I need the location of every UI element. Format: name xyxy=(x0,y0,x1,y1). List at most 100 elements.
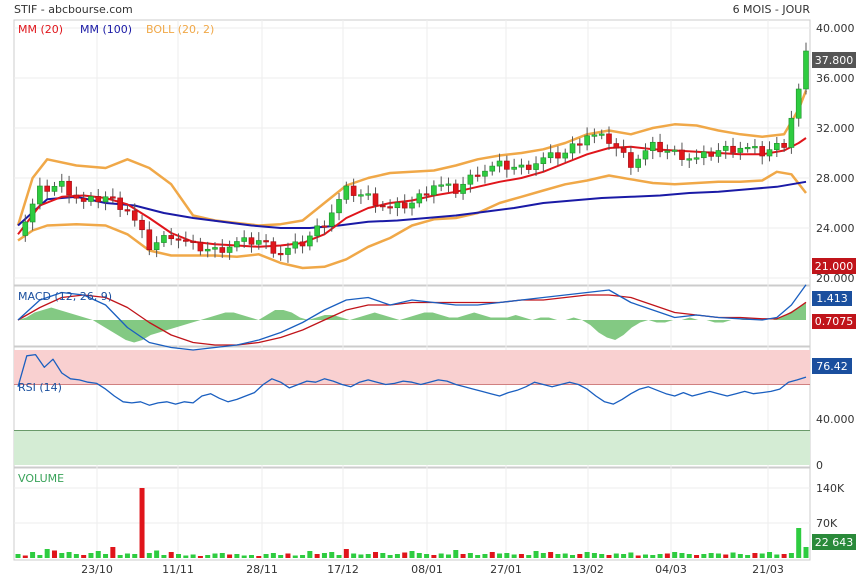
candle-down xyxy=(80,197,87,202)
candle-up xyxy=(445,183,452,186)
candle-up xyxy=(635,158,641,168)
volume-y-tick: 140K xyxy=(816,482,845,495)
candle-up xyxy=(467,174,474,185)
x-tick-label: 08/01 xyxy=(411,563,443,576)
chart-source-title: STIF - abcbourse.com xyxy=(14,3,133,16)
volume-bar xyxy=(394,554,400,558)
rsi-y-tick: 0 xyxy=(816,459,823,472)
macd-tag: 1.413 xyxy=(812,291,852,306)
volume-bar xyxy=(715,553,721,558)
candle-down xyxy=(657,141,663,153)
candle-up xyxy=(438,184,444,187)
candle-down xyxy=(730,145,736,153)
volume-bar xyxy=(241,555,247,558)
candle-up xyxy=(533,163,539,170)
legend-ma100: MM (100) xyxy=(80,23,132,36)
candle-down xyxy=(66,180,72,196)
volume-panel xyxy=(13,467,811,561)
volume-bar xyxy=(22,555,28,558)
candle-up xyxy=(795,88,802,119)
candle-down xyxy=(372,193,379,206)
volume-bar xyxy=(132,554,138,558)
rsi-panel xyxy=(13,346,811,468)
candle-up xyxy=(591,134,598,137)
volume-bar xyxy=(373,552,379,558)
rsi-title: RSI (14) xyxy=(18,381,62,394)
candle-down xyxy=(197,241,204,252)
macd-title: MACD (12, 26, 9) xyxy=(18,290,112,303)
x-tick-label: 13/02 xyxy=(572,563,604,576)
candle-down xyxy=(474,174,481,177)
candle-down xyxy=(577,143,583,146)
candle-up xyxy=(292,241,299,249)
volume-bar xyxy=(154,550,160,558)
x-tick-label: 21/03 xyxy=(752,563,784,576)
volume-bar xyxy=(737,554,743,558)
volume-bar xyxy=(402,552,408,558)
volume-bar xyxy=(146,553,152,558)
volume-bar xyxy=(292,555,298,558)
candle-down xyxy=(452,183,459,194)
candle-up xyxy=(29,203,36,223)
volume-bar xyxy=(540,553,546,558)
volume-bar xyxy=(467,553,473,558)
volume-bar xyxy=(788,553,794,558)
price-min-tag: 21.000 xyxy=(812,258,856,274)
volume-bar xyxy=(321,553,327,558)
candle-down xyxy=(131,210,138,221)
chart-period-label: 6 MOIS - JOUR xyxy=(733,3,811,16)
volume-bar xyxy=(307,551,313,558)
macd-histogram xyxy=(18,302,806,343)
candle-down xyxy=(73,194,80,199)
volume-bar xyxy=(686,554,692,558)
volume-bar xyxy=(497,553,503,558)
candle-down xyxy=(620,147,627,153)
volume-bar xyxy=(183,555,189,558)
volume-bar xyxy=(518,554,524,558)
candle-down xyxy=(401,202,408,209)
volume-bar xyxy=(103,554,109,558)
volume-bar xyxy=(475,555,481,558)
volume-bar xyxy=(234,554,240,558)
candle-down xyxy=(555,152,561,159)
candle-up xyxy=(336,199,342,214)
volume-bar xyxy=(562,553,568,558)
volume-bar xyxy=(336,555,342,558)
price-last-value: 37.800 xyxy=(815,54,854,67)
bollinger-lower-line xyxy=(17,170,807,270)
macd-series xyxy=(17,284,807,351)
rsi-series xyxy=(17,353,807,406)
volume-bar xyxy=(460,554,466,558)
volume-bar xyxy=(489,552,495,558)
volume-bar xyxy=(168,552,174,558)
volume-bar xyxy=(44,549,50,558)
candle-down xyxy=(270,241,277,254)
price-min-value: 21.000 xyxy=(815,260,854,273)
volume-bar xyxy=(409,551,415,558)
volume-title: VOLUME xyxy=(18,472,64,485)
ma100-line xyxy=(17,180,807,229)
candle-up xyxy=(642,150,649,160)
candle-up xyxy=(394,202,401,209)
candle-up xyxy=(803,50,809,90)
volume-bar xyxy=(387,555,393,558)
candle-down xyxy=(168,235,175,240)
candle-up xyxy=(752,146,758,149)
candle-up xyxy=(51,186,58,192)
volume-bar xyxy=(314,554,320,558)
candle-up xyxy=(737,147,744,153)
candle-down xyxy=(708,151,714,157)
volume-bar xyxy=(774,554,780,558)
candle-up xyxy=(460,183,466,194)
rsi-value: 76.42 xyxy=(816,360,848,373)
candle-up xyxy=(598,133,605,136)
price-y-tick: 28.000 xyxy=(816,172,855,185)
volume-bar xyxy=(81,555,87,558)
volume-bar xyxy=(526,555,532,558)
volume-bar xyxy=(205,555,211,558)
legend-ma20: MM (20) xyxy=(18,23,63,36)
volume-bar xyxy=(300,555,306,558)
volume-bar xyxy=(482,554,488,558)
volume-bar xyxy=(351,553,357,558)
